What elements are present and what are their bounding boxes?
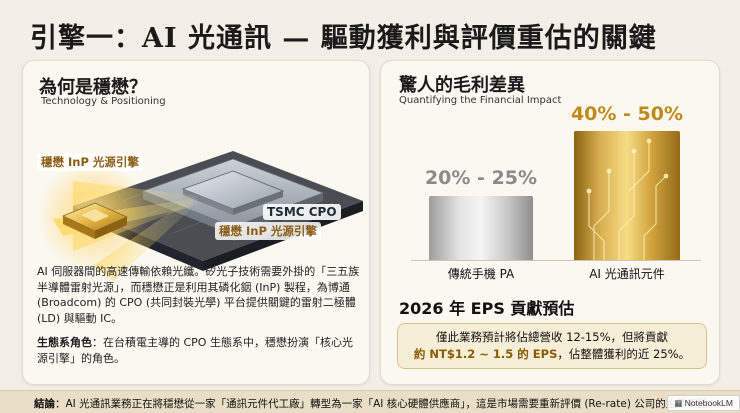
eps-callout: 僅此業務預計將佔總營收 12-15%，但將貢獻 約 NT$1.2 ~ 1.5 的… xyxy=(397,323,707,369)
inp-light-engine-label-top: 穩懋 InP 光源引擎 xyxy=(37,153,143,171)
ai-optical-margin-value: 40% - 50% xyxy=(570,103,684,125)
financial-panel: 驚人的毛利差異 Quantifying the Financial Impact… xyxy=(380,60,720,385)
inp-light-engine-label-bottom: 穩懋 InP 光源引擎 xyxy=(215,222,321,240)
cpo-chip-illustration xyxy=(38,151,363,281)
right-heading: 驚人的毛利差異 xyxy=(399,75,525,96)
phone-pa-margin-bar xyxy=(429,196,533,260)
eps-line-2-rest: ，佔整體獲利的近 25%。 xyxy=(557,347,691,361)
eps-title: 2026 年 EPS 貢獻預估 xyxy=(399,299,575,318)
bar-baseline xyxy=(411,260,701,261)
phone-pa-margin-value: 20% - 25% xyxy=(424,167,538,189)
ecosystem-text: ：在台積電主導的 CPO 生態系中，穩懋扮演「核心光源引擎」的角色。 xyxy=(37,336,353,365)
technology-paragraph: AI 伺服器間的高速傳輸依賴光纖。矽光子技術需要外掛的「三五族半導體雷射光源」，… xyxy=(37,265,360,325)
notebooklm-badge-text: NotebookLM xyxy=(684,398,733,408)
page-title: 引擎一：AI 光通訊 — 驅動獲利與評價重估的關鍵 xyxy=(30,23,657,54)
phone-pa-category: 傳統手機 PA xyxy=(447,267,515,281)
conclusion-text: ：AI 光通訊業務正在將穩懋從一家「通訊元件代工廠」轉型為一家「AI 核心硬體供… xyxy=(55,398,719,410)
technology-panel: 為何是穩懋？ Technology & Positioning xyxy=(22,60,370,385)
conclusion-bar: 結論：AI 光通訊業務正在將穩懋從一家「通訊元件代工廠」轉型為一家「AI 核心硬… xyxy=(0,390,740,413)
left-heading: 為何是穩懋？ xyxy=(39,77,147,98)
left-subheading: Technology & Positioning xyxy=(41,96,166,107)
eps-highlight: 約 NT$1.2 ~ 1.5 的 EPS xyxy=(413,347,558,361)
ai-optical-margin-bar xyxy=(574,131,680,260)
notebooklm-logo-icon: ▦ xyxy=(674,398,685,408)
eps-line-2: 約 NT$1.2 ~ 1.5 的 EPS，佔整體獲利的近 25%。 xyxy=(398,346,706,363)
ecosystem-paragraph: 生態系角色：在台積電主導的 CPO 生態系中，穩懋扮演「核心光源引擎」的角色。 xyxy=(37,335,363,366)
right-subheading: Quantifying the Financial Impact xyxy=(399,95,562,106)
circuit-pattern xyxy=(586,138,669,260)
eps-line-1: 僅此業務預計將佔總營收 12-15%，但將貢獻 xyxy=(436,330,668,344)
conclusion-label: 結論 xyxy=(34,398,55,410)
ecosystem-label: 生態系角色 xyxy=(37,336,92,349)
ai-optical-category: AI 光通訊元件 xyxy=(589,267,665,281)
tsmc-cpo-label: TSMC CPO xyxy=(263,204,341,220)
notebooklm-badge: ▦ NotebookLM xyxy=(667,395,740,411)
